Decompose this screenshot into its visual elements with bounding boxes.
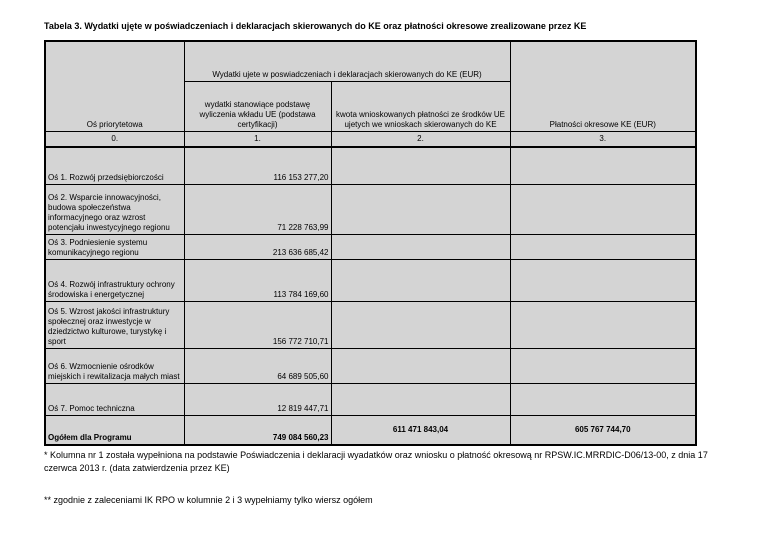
col-number-2: 2. (330, 130, 511, 148)
value-col3 (509, 183, 697, 235)
value-col2 (330, 233, 511, 260)
axis-label: Oś 1. Rozwój przedsiębiorczości (44, 146, 185, 185)
value-col2 (330, 382, 511, 416)
expenditures-table: Oś priorytetowa Wydatki ujete w poswiadc… (44, 40, 698, 446)
total-row: Ogółem dla Programu 749 084 560,23 611 4… (44, 414, 697, 446)
value-col1: 12 819 447,71 (183, 382, 332, 416)
axis-label: Oś 3. Podniesienie systemu komunikacyjne… (44, 233, 185, 260)
value-col3 (509, 347, 697, 384)
header-group: Wydatki ujete w poswiadczeniach i deklar… (183, 40, 511, 82)
col-number-3: 3. (509, 130, 697, 148)
table-row: Oś 3. Podniesienie systemu komunikacyjne… (44, 233, 697, 260)
header-col1: wydatki stanowiące podstawę wyliczenia w… (183, 80, 332, 132)
value-col3 (509, 146, 697, 185)
table-row: Oś 5. Wzrost jakości infrastruktury społ… (44, 300, 697, 349)
axis-label: Oś 7. Pomoc techniczna (44, 382, 185, 416)
total-col2: 611 471 843,04 (330, 414, 511, 446)
total-col3: 605 767 744,70 (509, 414, 697, 446)
value-col1: 64 689 505,60 (183, 347, 332, 384)
footnote-2: ** zgodnie z zaleceniami IK RPO w kolumn… (44, 495, 373, 505)
value-col3 (509, 300, 697, 349)
table-row: Oś 6. Wzmocnienie ośrodków miejskich i r… (44, 347, 697, 384)
header-col3: Płatności okresowe KE (EUR) (509, 40, 697, 132)
value-col1: 71 228 763,99 (183, 183, 332, 235)
value-col1: 156 772 710,71 (183, 300, 332, 349)
page-title: Tabela 3. Wydatki ujęte w poświadczeniac… (44, 21, 587, 31)
value-col3 (509, 382, 697, 416)
col-number-0: 0. (44, 130, 185, 148)
value-col2 (330, 347, 511, 384)
col-number-1: 1. (183, 130, 332, 148)
table-row: Oś 4. Rozwój infrastruktury ochrony środ… (44, 258, 697, 302)
header-col2: kwota wnioskowanych płatności ze środków… (330, 80, 511, 132)
value-col3 (509, 233, 697, 260)
column-number-row: 0. 1. 2. 3. (44, 130, 697, 148)
footnote-1: * Kolumna nr 1 została wypełniona na pod… (44, 450, 708, 473)
total-label: Ogółem dla Programu (44, 414, 185, 446)
table-row: Oś 7. Pomoc techniczna 12 819 447,71 (44, 382, 697, 416)
table-row: Oś 2. Wsparcie innowacyjności, budowa sp… (44, 183, 697, 235)
value-col2 (330, 146, 511, 185)
table-row: Oś 1. Rozwój przedsiębiorczości 116 153 … (44, 146, 697, 185)
header-row-sub: wydatki stanowiące podstawę wyliczenia w… (45, 80, 696, 132)
axis-label: Oś 4. Rozwój infrastruktury ochrony środ… (44, 258, 185, 302)
value-col2 (330, 300, 511, 349)
value-col3 (509, 258, 697, 302)
value-col1: 213 636 685,42 (183, 233, 332, 260)
value-col1: 113 784 169,60 (183, 258, 332, 302)
header-row-group: Oś priorytetowa Wydatki ujete w poswiadc… (44, 40, 697, 132)
value-col2 (330, 258, 511, 302)
total-col1: 749 084 560,23 (183, 414, 332, 446)
axis-label: Oś 6. Wzmocnienie ośrodków miejskich i r… (44, 347, 185, 384)
value-col1: 116 153 277,20 (183, 146, 332, 185)
axis-label: Oś 5. Wzrost jakości infrastruktury społ… (44, 300, 185, 349)
axis-label: Oś 2. Wsparcie innowacyjności, budowa sp… (44, 183, 185, 235)
value-col2 (330, 183, 511, 235)
header-axis: Oś priorytetowa (44, 40, 185, 132)
